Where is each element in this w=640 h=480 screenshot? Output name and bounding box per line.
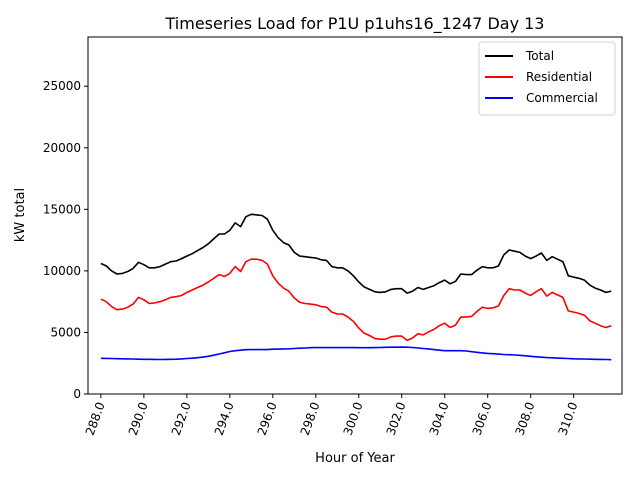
legend-label-residential: Residential [526, 70, 592, 84]
legend-label-commercial: Commercial [526, 91, 598, 105]
y-tick-label: 5000 [50, 325, 81, 339]
y-axis-label: kW total [13, 188, 28, 242]
y-tick-label: 0 [73, 387, 81, 401]
x-axis-label: Hour of Year [315, 451, 395, 466]
series-line-commercial [100, 346, 612, 361]
chart-title: Timeseries Load for P1U p1uhs16_1247 Day… [165, 14, 545, 34]
y-tick-label: 15000 [43, 202, 81, 216]
y-tick-label: 10000 [43, 264, 81, 278]
legend-box [478, 41, 616, 116]
plot-border [87, 36, 623, 395]
series-lines [100, 213, 612, 361]
series-line-residential [100, 258, 612, 342]
legend-label-total: Total [525, 49, 554, 63]
series-line-total [100, 213, 612, 294]
legend: Total Residential Commercial [478, 41, 616, 116]
y-tick-label: 25000 [43, 79, 81, 93]
y-tick-label: 20000 [43, 141, 81, 155]
y-axis-ticks: 0 5000 10000 15000 20000 25000 [43, 79, 88, 401]
